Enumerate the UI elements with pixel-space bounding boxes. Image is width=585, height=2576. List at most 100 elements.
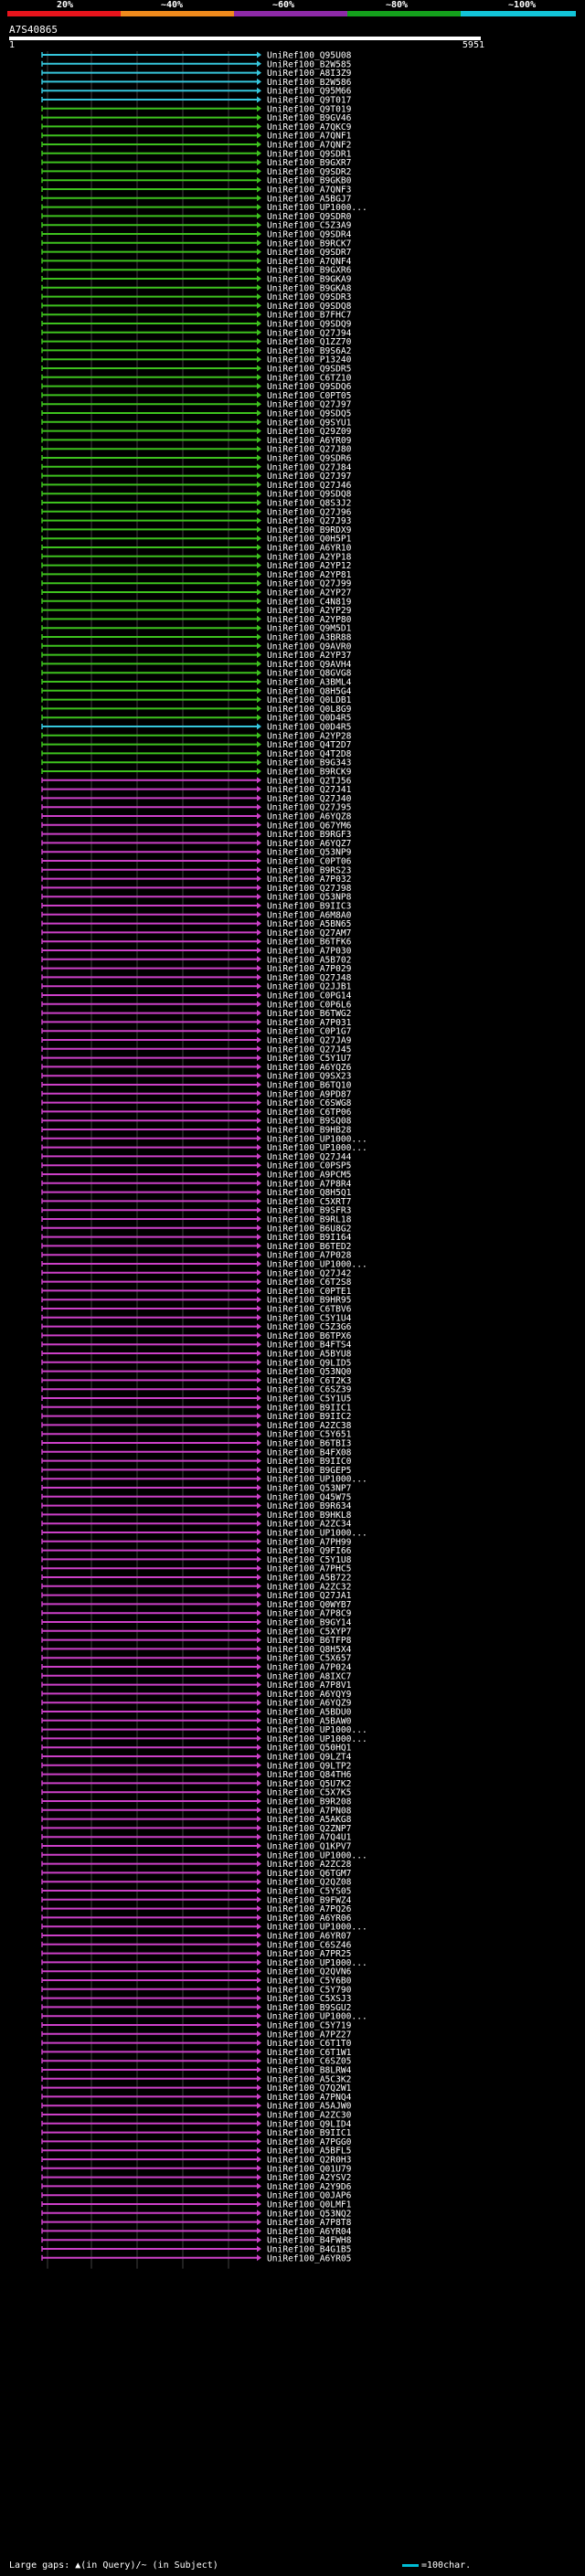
hit-label[interactable]: UniRef100_C5Z3G6 (267, 1322, 352, 1332)
hit-row[interactable]: UniRef100_C0PT05 (41, 391, 351, 401)
hit-row[interactable]: UniRef100_B9FWZ4 (41, 1895, 352, 1905)
hit-label[interactable]: UniRef100_Q50HQ1 (267, 1744, 352, 1754)
hit-row[interactable]: UniRef100_B9GKA8 (41, 283, 352, 293)
hit-label[interactable]: UniRef100_A5BGJ7 (267, 194, 352, 204)
hit-label[interactable]: UniRef100_A2YSV2 (267, 2173, 351, 2183)
hit-label[interactable]: UniRef100_UP1000... (267, 1260, 367, 1270)
hit-label[interactable]: UniRef100_B8LRW4 (267, 2066, 352, 2076)
hit-label[interactable]: UniRef100_Q9SDQ8 (267, 490, 352, 500)
hit-row[interactable]: UniRef100_UP1000... (41, 1734, 367, 1744)
hit-row[interactable]: UniRef100_C5YS05 (41, 1887, 351, 1897)
hit-label[interactable]: UniRef100_A7PNQ4 (267, 2093, 352, 2103)
hit-label[interactable]: UniRef100_A7QNF3 (267, 186, 352, 196)
hit-label[interactable]: UniRef100_Q27J97 (267, 472, 352, 482)
hit-row[interactable]: UniRef100_Q27JA9 (41, 1036, 352, 1046)
hit-label[interactable]: UniRef100_Q8GVG8 (267, 669, 352, 679)
hit-row[interactable]: UniRef100_Q27J45 (41, 1044, 351, 1055)
hit-label[interactable]: UniRef100_Q9AVR0 (267, 641, 352, 652)
hit-row[interactable]: UniRef100_Q27AM7 (41, 928, 352, 938)
hit-label[interactable]: UniRef100_B9SQ08 (267, 1117, 352, 1127)
hit-row[interactable]: UniRef100_Q2QZ08 (41, 1878, 352, 1888)
hit-row[interactable]: UniRef100_Q0H5P1 (41, 535, 352, 545)
hit-row[interactable]: UniRef100_Q0WYB7 (41, 1600, 352, 1610)
hit-row[interactable]: UniRef100_Q1ZZ70 (41, 337, 352, 347)
hit-row[interactable]: UniRef100_C5X7K5 (41, 1788, 351, 1798)
hit-row[interactable]: UniRef100_A7PQ26 (41, 1904, 352, 1914)
hit-row[interactable]: UniRef100_C6TZ10 (41, 373, 352, 383)
hit-label[interactable]: UniRef100_A5AKG8 (267, 1815, 352, 1825)
hit-row[interactable]: UniRef100_B4FX08 (41, 1447, 352, 1458)
hit-row[interactable]: UniRef100_C6T2S8 (41, 1277, 352, 1288)
hit-row[interactable]: UniRef100_Q0L8G9 (41, 705, 352, 715)
hit-row[interactable]: UniRef100_B9RCK7 (41, 239, 352, 249)
hit-row[interactable]: UniRef100_C4N819 (41, 597, 352, 607)
hit-label[interactable]: UniRef100_B6TWG2 (267, 1009, 351, 1019)
hit-label[interactable]: UniRef100_Q0JAP6 (267, 2191, 352, 2201)
hit-row[interactable]: UniRef100_A7Q4U1 (41, 1833, 352, 1843)
hit-row[interactable]: UniRef100_Q0D4R5 (41, 714, 351, 724)
hit-label[interactable]: UniRef100_Q27J45 (267, 1044, 351, 1055)
hit-row[interactable]: UniRef100_A6YR06 (41, 1913, 352, 1924)
hit-row[interactable]: UniRef100_A6YR07 (41, 1932, 352, 1942)
hit-row[interactable]: UniRef100_Q27JA1 (41, 1591, 352, 1601)
hit-label[interactable]: UniRef100_B9GY14 (267, 1618, 352, 1628)
hit-label[interactable]: UniRef100_Q9LZT4 (267, 1753, 352, 1763)
hit-row[interactable]: UniRef100_Q8H5G4 (41, 686, 352, 696)
hit-label[interactable]: UniRef100_Q27AM7 (267, 928, 352, 938)
hit-row[interactable]: UniRef100_Q0LDB1 (41, 695, 352, 705)
hit-label[interactable]: UniRef100_C6SZ46 (267, 1940, 352, 1950)
hit-label[interactable]: UniRef100_Q67YM6 (267, 821, 352, 831)
hit-row[interactable]: UniRef100_B9IIC3 (41, 902, 352, 912)
hit-row[interactable]: UniRef100_C5XSJ3 (41, 1994, 352, 2004)
hit-row[interactable]: UniRef100_Q27J84 (41, 462, 352, 472)
hit-label[interactable]: UniRef100_A6YR07 (267, 1932, 352, 1942)
hit-row[interactable]: UniRef100_A7PNQ4 (41, 2093, 352, 2103)
hit-label[interactable]: UniRef100_B9R208 (267, 1797, 352, 1807)
hit-label[interactable]: UniRef100_Q27J44 (267, 1152, 352, 1162)
hit-label[interactable]: UniRef100_B9IIC1 (267, 2128, 352, 2138)
hit-row[interactable]: UniRef100_UP1000... (41, 203, 367, 213)
hit-row[interactable]: UniRef100_Q9LID5 (41, 1358, 351, 1368)
hit-row[interactable]: UniRef100_Q27J42 (41, 1268, 351, 1278)
hit-row[interactable]: UniRef100_A9PD87 (41, 1089, 352, 1099)
hit-row[interactable]: UniRef100_C0PSP5 (41, 1161, 351, 1171)
hit-row[interactable]: UniRef100_B9RL18 (41, 1215, 352, 1225)
hit-row[interactable]: UniRef100_B9IIC2 (41, 1412, 351, 1422)
hit-row[interactable]: UniRef100_Q9SYU1 (41, 418, 352, 428)
hit-label[interactable]: UniRef100_B9IIC1 (267, 1403, 352, 1413)
hit-label[interactable]: UniRef100_A7PN08 (267, 1806, 352, 1816)
hit-label[interactable]: UniRef100_A8I3Z9 (267, 69, 352, 79)
hit-label[interactable]: UniRef100_A9PCM5 (267, 1171, 351, 1181)
hit-label[interactable]: UniRef100_A7P032 (267, 875, 351, 885)
hit-label[interactable]: UniRef100_Q27J96 (267, 507, 352, 517)
hit-label[interactable]: UniRef100_Q0WYB7 (267, 1600, 352, 1610)
hit-row[interactable]: UniRef100_Q27J99 (41, 579, 352, 589)
hit-label[interactable]: UniRef100_Q0H5P1 (267, 535, 352, 545)
hit-label[interactable]: UniRef100_Q2TJ56 (267, 776, 352, 786)
hit-label[interactable]: UniRef100_A7PQ26 (267, 1904, 352, 1914)
hit-label[interactable]: UniRef100_A5B722 (267, 1574, 351, 1584)
hit-label[interactable]: UniRef100_A6YR05 (267, 2253, 351, 2263)
hit-row[interactable]: UniRef100_C6T1T0 (41, 2039, 352, 2049)
hit-label[interactable]: UniRef100_C5Y651 (267, 1430, 352, 1440)
hit-row[interactable]: UniRef100_Q9AVH4 (41, 660, 352, 670)
hit-row[interactable]: UniRef100_A2YP27 (41, 588, 352, 599)
hit-row[interactable]: UniRef100_UP1000... (41, 1260, 367, 1270)
hit-label[interactable]: UniRef100_Q8S3J2 (267, 499, 351, 509)
hit-label[interactable]: UniRef100_A6YQZ9 (267, 1699, 352, 1709)
hit-label[interactable]: UniRef100_B9GKA8 (267, 283, 352, 293)
hit-label[interactable]: UniRef100_B9RCK9 (267, 768, 352, 778)
hit-label[interactable]: UniRef100_A2ZC28 (267, 1860, 352, 1870)
hit-label[interactable]: UniRef100_UP1000... (267, 1850, 367, 1860)
hit-label[interactable]: UniRef100_A7P030 (267, 947, 352, 957)
hit-row[interactable]: UniRef100_Q9SDR6 (41, 454, 352, 464)
hit-label[interactable]: UniRef100_Q9SDR0 (267, 212, 352, 222)
hit-row[interactable]: UniRef100_A2Y9D6 (41, 2182, 352, 2192)
hit-row[interactable]: UniRef100_C5Z3A9 (41, 221, 352, 231)
hit-row[interactable]: UniRef100_Q9LTP2 (41, 1761, 351, 1771)
hit-label[interactable]: UniRef100_Q0D4R5 (267, 714, 351, 724)
hit-row[interactable]: UniRef100_A2YP28 (41, 731, 352, 741)
hit-row[interactable]: UniRef100_Q50HQ1 (41, 1744, 352, 1754)
hit-row[interactable]: UniRef100_Q1KPV7 (41, 1842, 352, 1852)
hit-row[interactable]: UniRef100_A5BAW0 (41, 1716, 352, 1726)
